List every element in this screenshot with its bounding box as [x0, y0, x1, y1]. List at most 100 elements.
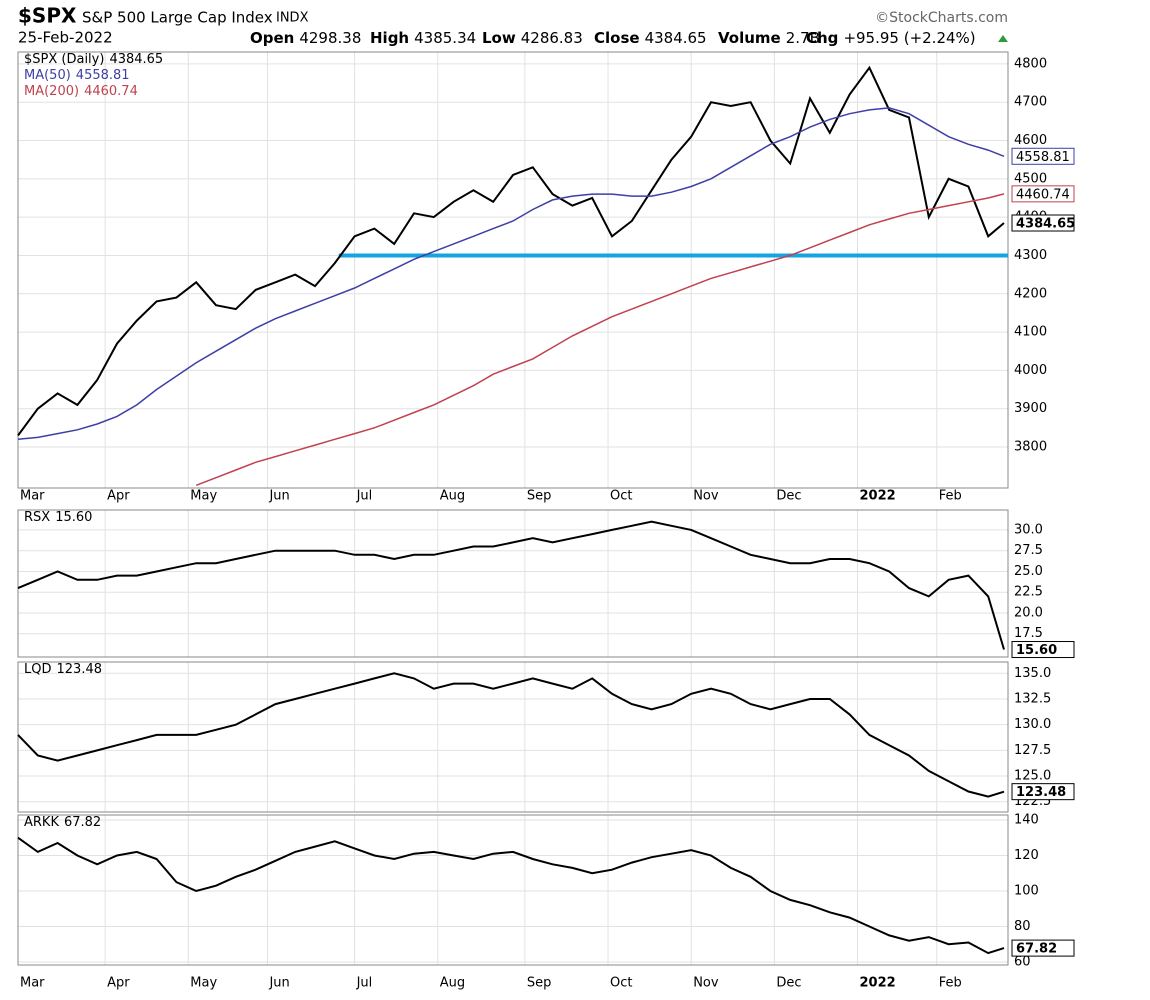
x-tick-label: Sep [527, 976, 552, 991]
y-tick-label: 30.0 [1014, 522, 1043, 537]
legend-entry: LQD 123.48 [24, 662, 102, 677]
x-tick-label: Oct [610, 489, 632, 504]
value-box [1011, 641, 1075, 659]
panel-border [17, 661, 1009, 813]
symbol: $SPX [18, 4, 77, 28]
legend-value: 4558.81 [76, 68, 130, 83]
date: 25-Feb-2022 [18, 29, 113, 47]
x-tick-label: Mar [20, 489, 45, 504]
stat-value: 4298.38 [299, 29, 361, 47]
y-tick-label: 130.0 [1014, 717, 1051, 732]
x-tick-label: Jun [268, 489, 289, 504]
legend-name: MA(200) [24, 84, 79, 99]
y-tick-label: 4300 [1014, 248, 1047, 263]
x-tick-label: May [190, 489, 217, 504]
y-tick-label: 132.5 [1014, 691, 1051, 706]
legend-name: ARKK [24, 815, 59, 830]
series-line [17, 107, 1005, 441]
x-tick-label: Jun [268, 976, 289, 991]
value-box [1011, 185, 1075, 203]
y-tick-label: 4700 [1014, 95, 1047, 110]
panel-border [17, 509, 1009, 658]
y-tick-label: 22.5 [1014, 585, 1043, 600]
stat-value: 4286.83 [521, 29, 583, 47]
x-tick-label: Nov [693, 976, 719, 991]
stat-label: Low [482, 29, 516, 47]
x-tick-label: Sep [527, 489, 552, 504]
value-box [1011, 939, 1075, 957]
x-tick-label: Feb [939, 976, 962, 991]
y-tick-label: 4600 [1014, 133, 1047, 148]
stat-label: Chg [806, 29, 838, 47]
legend-entry: RSX 15.60 [24, 510, 92, 525]
y-tick-label: 4800 [1014, 56, 1047, 71]
legend-name: LQD [24, 662, 52, 677]
stat-value: 4384.65 [645, 29, 707, 47]
y-tick-label: 17.5 [1014, 626, 1043, 641]
x-tick-label: Jul [356, 976, 373, 991]
value-box-label: 4558.81 [1016, 150, 1070, 165]
y-tick-label: 4500 [1014, 171, 1047, 186]
y-tick-label: 120 [1014, 848, 1039, 863]
credit: ©StockCharts.com [875, 10, 1008, 26]
stat: Open 4298.38 [250, 29, 361, 47]
legend-value: 15.60 [55, 510, 92, 525]
value-box [1011, 783, 1075, 801]
series-line [195, 193, 1005, 487]
stat-label: Open [250, 29, 294, 47]
series-line [17, 836, 1005, 955]
x-tick-label: May [190, 976, 217, 991]
legend-entry: MA(50) 4558.81 [24, 68, 130, 83]
stat-label: High [370, 29, 409, 47]
x-tick-label: Apr [107, 976, 130, 991]
y-tick-label: 100 [1014, 883, 1039, 898]
stat: Close 4384.65 [594, 29, 707, 47]
y-tick-label: 3900 [1014, 401, 1047, 416]
legend-value: 67.82 [64, 815, 101, 830]
panel-border [17, 51, 1009, 489]
y-tick-label: 60 [1014, 954, 1031, 969]
legend-value: 4460.74 [84, 84, 138, 99]
y-tick-label: 27.5 [1014, 543, 1043, 558]
x-tick-label: Jul [356, 489, 373, 504]
exchange: INDX [276, 11, 309, 26]
value-box [1011, 147, 1075, 165]
y-tick-label: 3800 [1014, 440, 1047, 455]
x-tick-label: Dec [776, 976, 801, 991]
panel-border [17, 814, 1009, 966]
legend-value: 123.48 [57, 662, 103, 677]
x-tick-label: Aug [440, 976, 465, 991]
stat-label: Volume [718, 29, 781, 47]
legend-value: 4384.65 [109, 52, 163, 67]
legend-entry: $SPX (Daily) 4384.65 [24, 52, 163, 67]
x-tick-label: Nov [693, 489, 719, 504]
value-box [1011, 214, 1075, 232]
y-tick-label: 135.0 [1014, 666, 1051, 681]
legend-name: RSX [24, 510, 50, 525]
y-tick-label: 127.5 [1014, 743, 1051, 758]
stat-value: 2.7B [786, 29, 820, 47]
value-box-label: 4460.74 [1016, 187, 1070, 202]
value-box-label: 123.48 [1016, 785, 1066, 800]
y-tick-label: 125.0 [1014, 769, 1051, 784]
x-tick-label: Oct [610, 976, 632, 991]
legend-name: MA(50) [24, 68, 71, 83]
stat-label: Close [594, 29, 640, 47]
legend-entry: ARKK 67.82 [24, 815, 101, 830]
x-tick-label: Feb [939, 489, 962, 504]
legend-entry: MA(200) 4460.74 [24, 84, 138, 99]
x-tick-label: Aug [440, 489, 465, 504]
stat-value: 4385.34 [414, 29, 476, 47]
y-tick-label: 4200 [1014, 286, 1047, 301]
y-tick-label: 25.0 [1014, 564, 1043, 579]
value-box-label: 4384.65 [1016, 217, 1075, 232]
value-box-label: 67.82 [1016, 942, 1057, 957]
series-line [17, 672, 1005, 798]
index-name: S&P 500 Large Cap Index [82, 9, 273, 27]
x-tick-label: 2022 [860, 489, 896, 504]
y-tick-label: 140 [1014, 812, 1039, 827]
stat: High 4385.34 [370, 29, 476, 47]
x-tick-label: Dec [776, 489, 801, 504]
series-line [17, 65, 1005, 437]
